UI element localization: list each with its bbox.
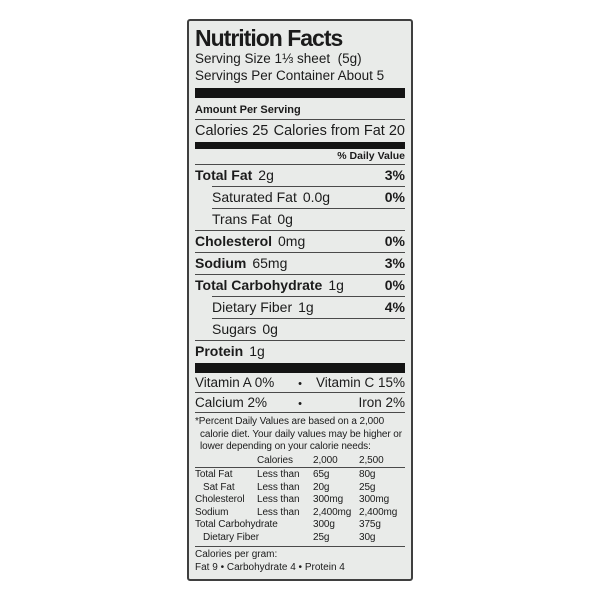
calories-from-fat: Calories from Fat 20 [273,123,405,140]
nutrient-name: Cholesterol [195,233,273,250]
nutrient-amount: 1g [298,299,314,316]
nutrient-row-sodium: Sodium 65mg 3% [195,253,405,276]
thick-divider [195,142,405,150]
nutrient-amount: 0mg [278,233,306,250]
header-2500: 2,500 [359,454,384,466]
nutrient-row-trans-fat: Trans Fat 0g [195,209,405,232]
bullet-separator: • [298,378,302,391]
vitamin-c: Vitamin C 15% [315,375,405,391]
footnote-row-sat-fat: Sat Fat Less than 20g 25g [203,481,376,493]
nutrient-name: Dietary Fiber [212,299,293,316]
nutrient-amount: 65mg [252,255,288,272]
nutrient-daily-value: 3% [384,167,405,184]
nutrient-amount: 2g [258,167,274,184]
nutrient-name: Saturated Fat [212,189,297,206]
footnote-row-total-carbohydrate: Total Carbohydrate 300g 375g [195,519,381,531]
nutrient-name: Sodium [195,255,247,272]
nutrient-daily-value: 0% [384,277,405,294]
amount-per-serving-heading: Amount Per Serving [195,101,405,121]
nutrient-amount: 1g [249,343,265,360]
bullet-separator: • [298,398,302,411]
calories-per-gram-values: Fat 9 • Carbohydrate 4 • Protein 4 [195,561,345,573]
thick-divider [195,363,405,374]
nutrient-amount: 0g [277,211,293,228]
vitamin-a: Vitamin A 0% [195,375,275,391]
daily-value-header: % Daily Value [195,149,405,166]
nutrient-row-sugars: Sugars 0g [195,319,405,342]
nutrient-row-total-carbohydrate: Total Carbohydrate 1g 0% [195,275,405,298]
nutrient-amount: 0g [262,321,278,338]
header-2000: 2,000 [313,454,338,466]
footnote-table: Calories 2,000 2,500 Total Fat Less than… [195,455,405,548]
calories-row: Calories 25 Calories from Fat 20 [195,120,405,142]
header-calories: Calories [257,454,293,466]
footnote-row-cholesterol: Cholesterol Less than 300mg 300mg [195,494,390,506]
calcium: Calcium 2% [195,395,268,411]
nutrient-row-cholesterol: Cholesterol 0mg 0% [195,231,405,254]
nutrient-row-total-fat: Total Fat 2g 3% [195,165,405,188]
footnote-row-sodium: Sodium Less than 2,400mg 2,400mg [195,506,398,518]
vitamin-row-calcium-iron: Calcium 2% • Iron 2% [195,393,405,414]
nutrition-facts-label: Nutrition Facts Serving Size 1⅓ sheet (5… [187,18,413,582]
nutrient-daily-value: 0% [384,233,405,250]
nutrient-daily-value: 3% [384,255,405,272]
footnote-row-total-fat: Total Fat Less than 65g 80g [195,469,376,481]
nutrient-name: Total Carbohydrate [195,277,323,294]
calories-per-gram-label: Calories per gram: [195,549,278,561]
nutrient-row-protein: Protein 1g [195,341,405,363]
nutrient-daily-value: 4% [384,299,405,316]
nutrient-name: Trans Fat [212,211,272,228]
nutrient-row-saturated-fat: Saturated Fat 0.0g 0% [195,187,405,210]
footnote-table-header: Calories 2,000 2,500 [195,455,405,469]
thick-divider [195,88,405,99]
serving-size: Serving Size 1⅓ sheet (5g) [195,51,362,67]
nutrient-daily-value: 0% [384,189,405,206]
calories-per-gram: Calories per gram: Fat 9 • Carbohydrate … [195,547,405,574]
vitamin-row-a-c: Vitamin A 0% • Vitamin C 15% [195,373,405,394]
nutrient-amount: 1g [328,277,344,294]
daily-values-footnote: *Percent Daily Values are based on a 2,0… [195,416,402,453]
nutrient-row-dietary-fiber: Dietary Fiber 1g 4% [195,297,405,320]
calories-value: Calories 25 [195,123,269,140]
iron: Iron 2% [358,395,405,411]
servings-per-container: Servings Per Container About 5 [195,67,385,83]
nutrient-amount: 0.0g [302,189,331,206]
nutrient-name: Total Fat [195,167,253,184]
nutrient-name: Sugars [212,321,257,338]
label-title: Nutrition Facts [195,24,343,51]
footnote-row-dietary-fiber: Dietary Fiber 25g 30g [195,532,405,548]
nutrient-name: Protein [195,343,244,360]
